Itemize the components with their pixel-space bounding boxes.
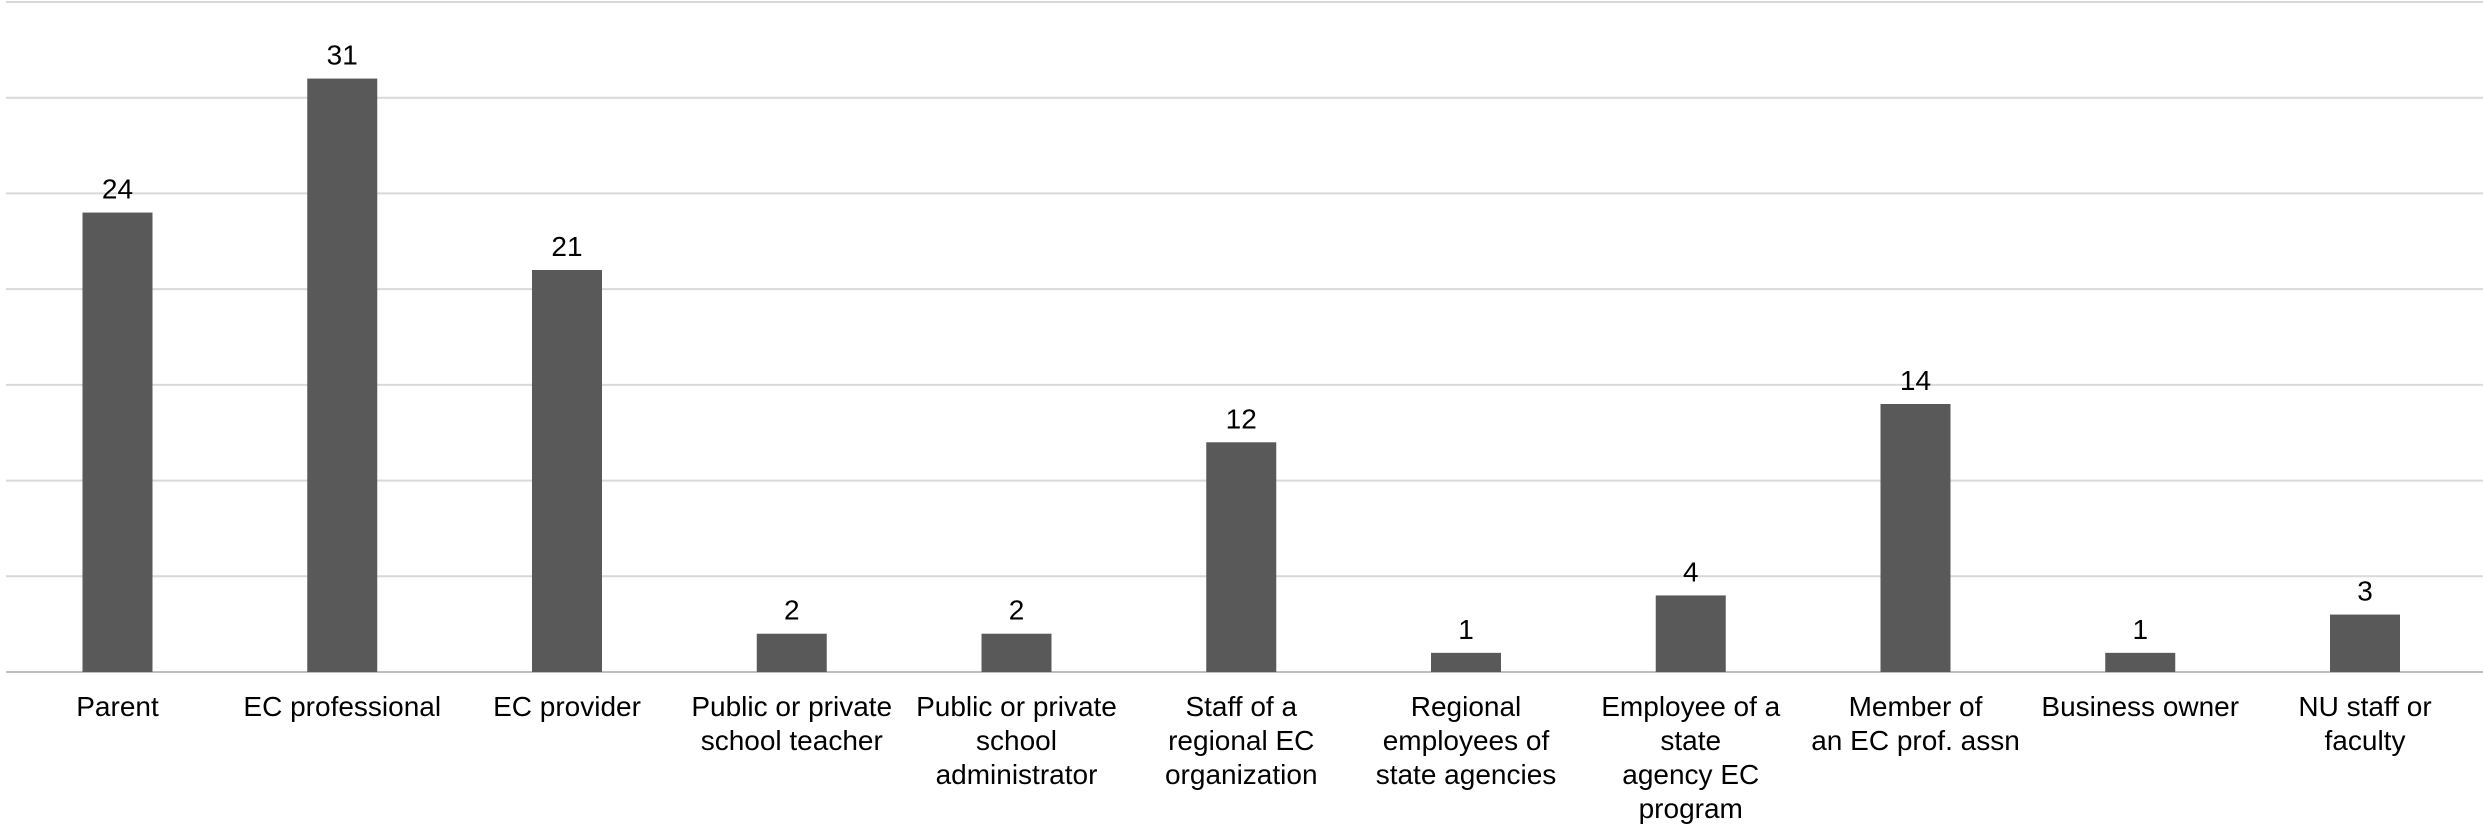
category-label-line: Public or private — [691, 691, 892, 722]
category-label-line: agency EC — [1622, 759, 1759, 790]
category-label-line: EC professional — [243, 691, 441, 722]
bar — [1880, 404, 1951, 672]
category-label-line: state agencies — [1376, 759, 1557, 790]
category-label-line: Parent — [76, 691, 159, 722]
gridlines — [6, 1, 2483, 673]
bar-value-label: 2 — [784, 595, 800, 626]
category-label-line: administrator — [936, 759, 1098, 790]
bar — [82, 212, 153, 673]
category-label-line: state — [1660, 725, 1721, 756]
bar — [2330, 614, 2400, 672]
category-label: Parent — [76, 691, 159, 722]
bar — [1655, 595, 1726, 672]
category-label-line: organization — [1165, 759, 1318, 790]
category-label-line: EC provider — [493, 691, 641, 722]
bar-value-label: 1 — [2132, 614, 2148, 645]
category-label-line: regional EC — [1168, 725, 1314, 756]
category-label: Staff of a regional EC organization — [1165, 691, 1318, 790]
bar-value-label: 2 — [1009, 595, 1025, 626]
category-label: EC professional — [243, 691, 441, 722]
category-label: EC provider — [493, 691, 641, 722]
bar-value-label: 3 — [2357, 576, 2373, 607]
bar-value-label: 12 — [1226, 403, 1257, 434]
bar — [307, 78, 378, 673]
category-label-line: school — [976, 725, 1057, 756]
bar — [756, 633, 827, 672]
bar-value-label: 4 — [1683, 556, 1699, 587]
category-label-line: Member of — [1849, 691, 1983, 722]
category-label-line: program — [1639, 793, 1743, 824]
category-label-line: school teacher — [701, 725, 883, 756]
bar-value-label: 24 — [102, 174, 133, 205]
category-label: Public or private school administrator — [916, 691, 1117, 790]
bar — [2105, 652, 2176, 672]
category-label-line: employees of — [1383, 725, 1550, 756]
bar-value-label: 21 — [551, 231, 582, 262]
category-label: NU staff or faculty — [2298, 691, 2431, 756]
category-label-line: NU staff or — [2298, 691, 2431, 722]
category-label: Business owner — [2041, 691, 2239, 722]
category-label-line: an EC prof. assn — [1811, 725, 2020, 756]
bar — [1431, 652, 1501, 672]
bar — [981, 633, 1052, 672]
category-label-line: Employee of a — [1601, 691, 1780, 722]
category-label: Public or private school teacher — [691, 691, 892, 756]
bars — [82, 78, 2400, 673]
category-label: Member of an EC prof. assn — [1811, 691, 2020, 756]
bar-value-label: 14 — [1900, 365, 1931, 396]
bar — [1206, 442, 1277, 672]
bar-value-label: 31 — [327, 40, 358, 71]
category-label: Employee of a state agency EC program — [1601, 691, 1780, 824]
category-label: Regional employees of state agencies — [1376, 691, 1557, 790]
category-labels: Parent EC professional EC provider Public o… — [76, 691, 2431, 824]
category-label-line: Regional — [1411, 691, 1522, 722]
category-label-line: Public or private — [916, 691, 1117, 722]
category-label-line: Staff of a — [1185, 691, 1297, 722]
category-label-line: faculty — [2325, 725, 2406, 756]
bar-value-label: 1 — [1458, 614, 1474, 645]
bar — [532, 270, 602, 672]
category-label-line: Business owner — [2041, 691, 2239, 722]
